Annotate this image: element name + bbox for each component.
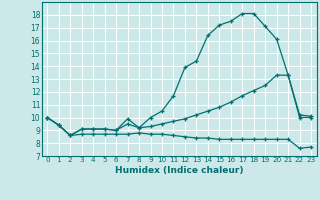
X-axis label: Humidex (Indice chaleur): Humidex (Indice chaleur) bbox=[115, 166, 244, 175]
